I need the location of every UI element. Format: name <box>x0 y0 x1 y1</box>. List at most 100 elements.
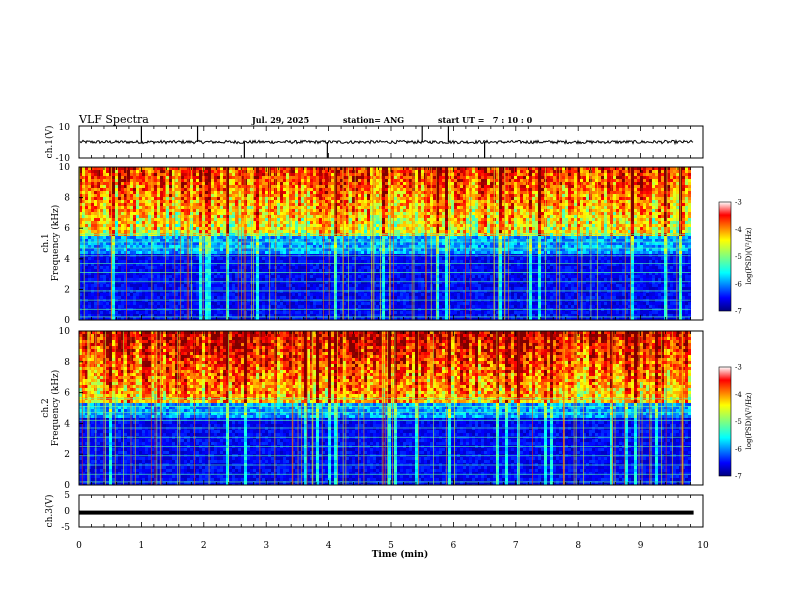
spectrogram-cell <box>307 257 310 260</box>
spectrogram-cell <box>154 305 157 308</box>
spectrogram-cell <box>79 191 82 194</box>
spectrogram-cell <box>211 200 214 203</box>
spectrogram-cell <box>232 257 235 260</box>
spectrogram-cell <box>325 224 328 227</box>
spectrogram-cell <box>94 296 97 299</box>
spectrogram-cell <box>199 269 202 272</box>
spectrogram-cell <box>136 212 139 215</box>
spectrogram-cell <box>334 272 337 275</box>
spectrogram-cell <box>277 209 280 212</box>
spectrogram-cell <box>124 185 127 188</box>
spectrogram-cell <box>211 305 214 308</box>
spectrogram-cell <box>148 185 151 188</box>
spectrogram-cell <box>148 197 151 200</box>
spectrogram-cell <box>289 170 292 173</box>
spectrogram-cell <box>331 278 334 281</box>
spectrogram-cell <box>88 179 91 182</box>
spectrogram-cell <box>142 257 145 260</box>
spectrogram-cell <box>286 173 289 176</box>
spectrogram-cell <box>214 236 217 239</box>
spectrogram-cell <box>139 284 142 287</box>
spectrogram-cell <box>124 203 127 206</box>
spectrogram-cell <box>172 200 175 203</box>
spectrogram-cell <box>289 284 292 287</box>
spectrogram-cell <box>355 311 358 314</box>
spectrogram-cell <box>121 266 124 269</box>
spectrogram-cell <box>85 236 88 239</box>
spectrogram-cell <box>148 296 151 299</box>
spectrogram-cell <box>130 296 133 299</box>
spectrogram-cell <box>199 200 202 203</box>
spectrogram-cell <box>301 224 304 227</box>
spectrogram-cell <box>235 176 238 179</box>
spectrogram-cell <box>115 251 118 254</box>
spectrogram-cell <box>172 224 175 227</box>
spectrogram-cell <box>82 290 85 293</box>
spectrogram-cell <box>310 176 313 179</box>
spectrogram-cell <box>358 215 361 218</box>
spectrogram-cell <box>199 209 202 212</box>
spectrogram-cell <box>124 281 127 284</box>
spectrogram-cell <box>313 221 316 224</box>
spectrogram-cell <box>295 209 298 212</box>
spectrogram-cell <box>277 314 280 317</box>
spectrogram-cell <box>346 218 349 221</box>
spectrogram-cell <box>109 284 112 287</box>
spectrogram-cell <box>289 251 292 254</box>
spectrogram-cell <box>334 317 337 320</box>
spectrogram-cell <box>181 230 184 233</box>
spectrogram-cell <box>259 287 262 290</box>
spectrogram-cell <box>229 227 232 230</box>
spectrogram-cell <box>118 203 121 206</box>
spectrogram-cell <box>355 188 358 191</box>
spectrogram-cell <box>319 251 322 254</box>
spectrogram-cell <box>205 167 208 170</box>
spectrogram-cell <box>352 302 355 305</box>
spectrogram-cell <box>286 245 289 248</box>
spectrogram-cell <box>214 176 217 179</box>
spectrogram-cell <box>367 182 370 185</box>
spectrogram-cell <box>181 224 184 227</box>
spectrogram-cell <box>124 290 127 293</box>
spectrogram-cell <box>118 296 121 299</box>
spectrogram-cell <box>289 218 292 221</box>
spectrogram-cell <box>100 215 103 218</box>
spectrogram-cell <box>235 248 238 251</box>
spectrogram-cell <box>193 305 196 308</box>
spectrogram-cell <box>220 302 223 305</box>
spectrogram-cell <box>352 290 355 293</box>
ch1-ytick-bottom: -10 <box>56 154 71 164</box>
spectrogram-cell <box>229 221 232 224</box>
spectrogram-cell <box>91 203 94 206</box>
spectrogram-cell <box>235 257 238 260</box>
spectrogram-cell <box>304 284 307 287</box>
spectrogram-cell <box>163 287 166 290</box>
spectrogram-cell <box>142 311 145 314</box>
spectrogram-cell <box>358 275 361 278</box>
spectrogram-cell <box>154 260 157 263</box>
spectrogram-cell <box>175 278 178 281</box>
spectrogram-cell <box>364 218 367 221</box>
spectrogram-cell <box>151 203 154 206</box>
spectrogram-cell <box>307 218 310 221</box>
spectrogram-cell <box>184 242 187 245</box>
spectrogram-cell <box>184 206 187 209</box>
spectrogram-cell <box>127 203 130 206</box>
spectrogram-cell <box>208 185 211 188</box>
spectrogram-cell <box>118 182 121 185</box>
spectrogram-cell <box>103 236 106 239</box>
spectrogram-cell <box>247 218 250 221</box>
spectrogram-cell <box>265 179 268 182</box>
spectrogram-cell <box>340 230 343 233</box>
spectrogram-cell <box>295 167 298 170</box>
spectrogram-cell <box>94 248 97 251</box>
spectrogram-cell <box>181 179 184 182</box>
spectrogram-cell <box>346 173 349 176</box>
spectrogram-cell <box>160 284 163 287</box>
spectrogram-cell <box>313 242 316 245</box>
spectrogram-cell <box>118 281 121 284</box>
spectrogram-cell <box>160 317 163 320</box>
spectrogram-cell <box>262 209 265 212</box>
spectrogram-cell <box>304 311 307 314</box>
spectrogram-cell <box>298 305 301 308</box>
